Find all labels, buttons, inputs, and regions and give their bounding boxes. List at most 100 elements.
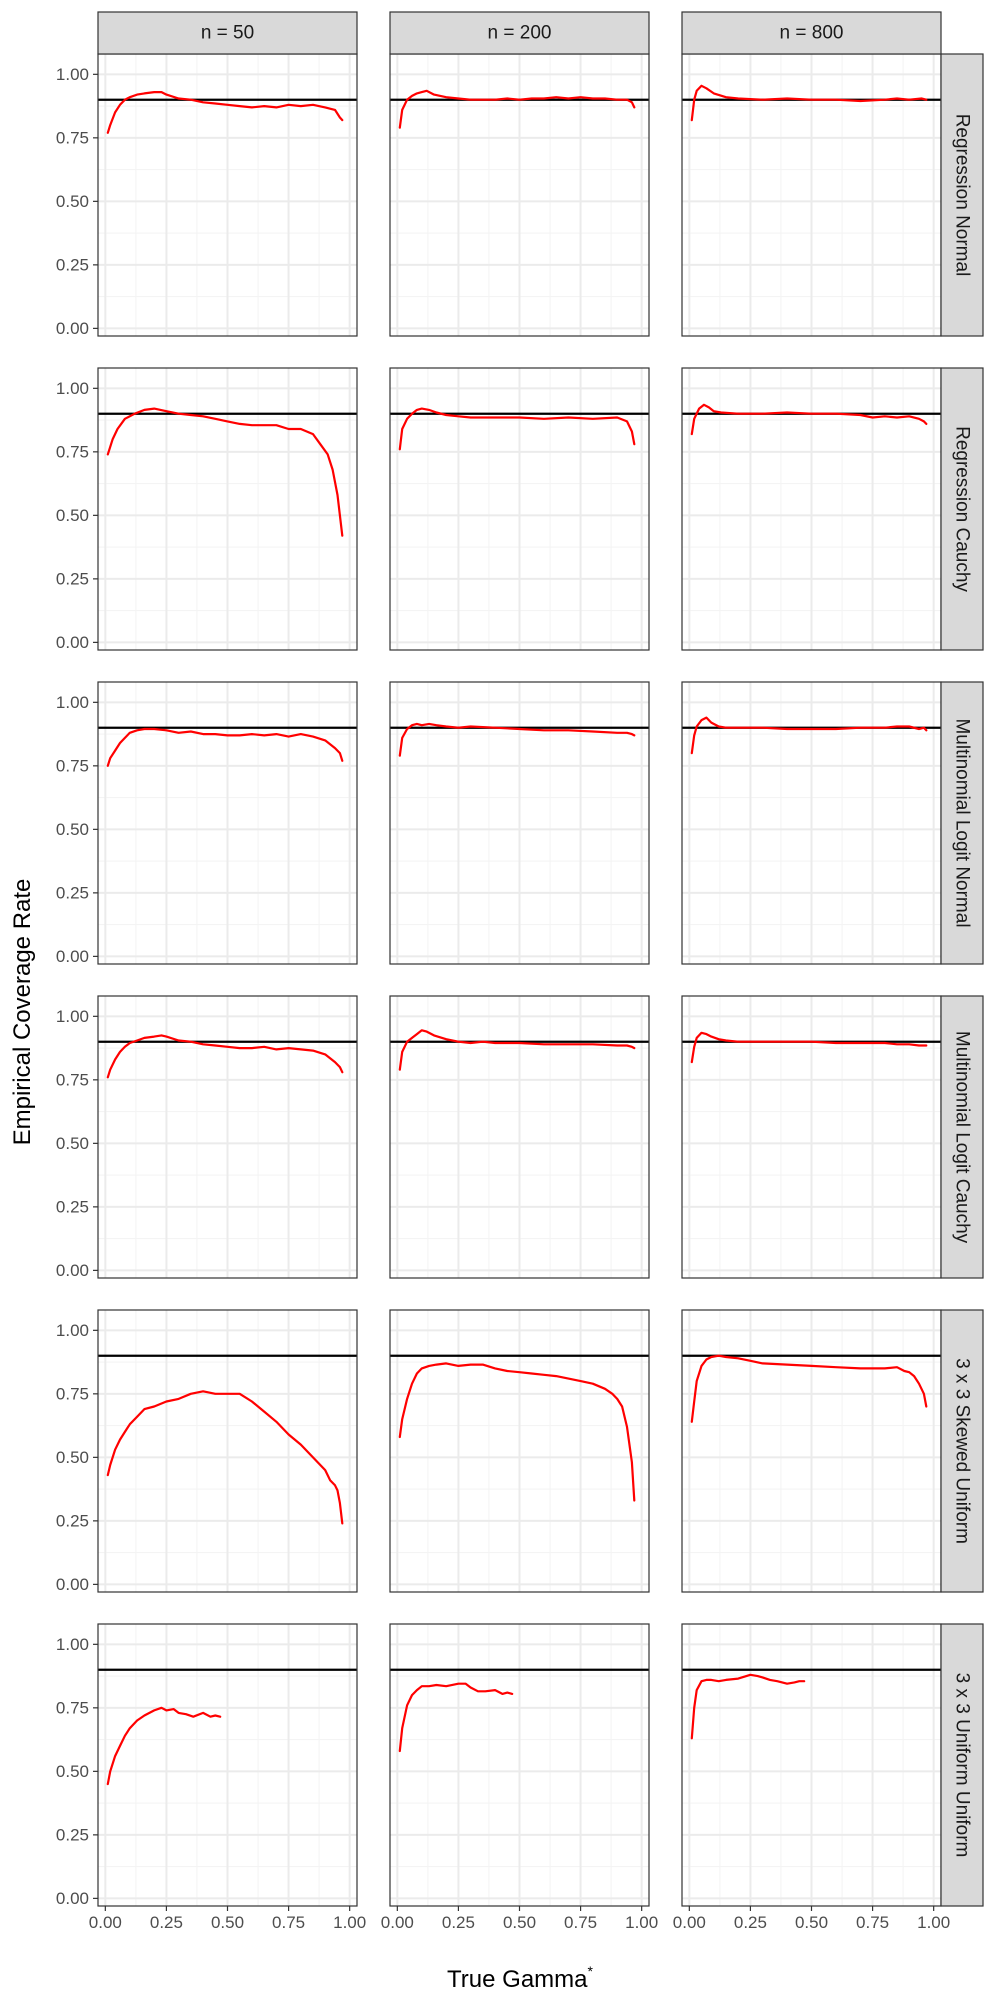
column-strip-label: n = 50: [201, 23, 254, 44]
strips-layer: Regression Normal Regression Cauchy Multin…: [97, 11, 984, 1907]
panel: [681, 1623, 942, 1907]
x-axis-title-group: True Gamma*: [447, 1963, 593, 1993]
row-strip: 3 x 3 Uniform Uniform: [940, 1623, 984, 1907]
y-tick-label: 0.50: [56, 820, 89, 839]
y-tick-label: 0.00: [56, 1575, 89, 1594]
panel: [681, 367, 942, 651]
y-tick-label: 0.50: [56, 192, 89, 211]
panel-border: [389, 1309, 650, 1593]
row-strip-background: [940, 367, 984, 651]
y-tick-label: 0.75: [56, 1698, 89, 1717]
column-strip-background: [97, 11, 358, 55]
panel: [681, 681, 942, 965]
x-tick-label: 0.50: [795, 1913, 828, 1932]
column-strip: n = 50: [97, 11, 358, 55]
row-strip-background: [940, 53, 984, 337]
y-tick-label: 0.50: [56, 1134, 89, 1153]
column-strip: n = 200: [389, 11, 650, 55]
y-tick-label: 0.25: [56, 1511, 89, 1530]
y-tick-label: 0.75: [56, 442, 89, 461]
panel-border: [389, 995, 650, 1279]
row-strip: 3 x 3 Skewed Uniform: [940, 1309, 984, 1593]
x-tick-label: 0.75: [272, 1913, 305, 1932]
column-strip-background: [389, 11, 650, 55]
y-tick-label: 1.00: [56, 65, 89, 84]
y-tick-label: 1.00: [56, 1321, 89, 1340]
panels-layer: [97, 53, 942, 1907]
y-tick-label: 0.25: [56, 569, 89, 588]
y-tick-label: 0.00: [56, 1889, 89, 1908]
coverage-series-line: [106, 90, 344, 134]
column-strip-label: n = 800: [780, 23, 844, 44]
x-tick-label: 1.00: [917, 1913, 950, 1932]
panel-border: [389, 681, 650, 965]
coverage-series-line: [106, 407, 344, 537]
coverage-series-line: [398, 1362, 636, 1502]
panel: [97, 367, 358, 651]
panel: [389, 1309, 650, 1593]
y-tick-label: 1.00: [56, 1007, 89, 1026]
y-tick-label: 1.00: [56, 693, 89, 712]
panel-border: [97, 1309, 358, 1593]
panel: [389, 367, 650, 651]
panel: [389, 53, 650, 337]
row-strip: Regression Cauchy: [940, 367, 984, 651]
column-strip-background: [681, 11, 942, 55]
ticks-layer: 0.00 0.25 0.50 0.75 1.00 0.00 0.25 0.50 0.75 1.00…: [56, 65, 950, 1932]
panel: [681, 995, 942, 1279]
coverage-series-line: [398, 407, 636, 451]
x-tick-label: 0.00: [673, 1913, 706, 1932]
x-axis-title-superscript: *: [588, 1963, 594, 1979]
y-tick-label: 0.75: [56, 128, 89, 147]
y-tick-label: 1.00: [56, 379, 89, 398]
x-tick-label: 0.25: [734, 1913, 767, 1932]
row-strip: Regression Normal: [940, 53, 984, 337]
x-tick-label: 0.50: [503, 1913, 536, 1932]
panel: [97, 53, 358, 337]
row-strip-label: 3 x 3 Uniform Uniform: [952, 1673, 973, 1858]
panel: [389, 995, 650, 1279]
y-tick-label: 0.25: [56, 255, 89, 274]
y-tick-label: 0.50: [56, 1762, 89, 1781]
panel: [97, 681, 358, 965]
y-tick-label: 0.00: [56, 947, 89, 966]
x-axis-title: True Gamma: [447, 1966, 588, 1993]
y-tick-label: 0.00: [56, 1261, 89, 1280]
row-strip-label: Regression Normal: [952, 114, 973, 277]
row-strip-label: Multinomial Logit Cauchy: [952, 1031, 973, 1244]
panel-border: [389, 367, 650, 651]
panel: [389, 681, 650, 965]
panel: [681, 53, 942, 337]
coverage-series-line: [690, 1354, 928, 1423]
y-tick-label: 0.75: [56, 1384, 89, 1403]
y-tick-label: 0.00: [56, 633, 89, 652]
y-tick-label: 0.25: [56, 1197, 89, 1216]
panel: [97, 1309, 358, 1593]
coverage-series-line: [106, 1390, 344, 1525]
panel: [97, 995, 358, 1279]
row-strip-background: [940, 1623, 984, 1907]
row-strip-label: 3 x 3 Skewed Uniform: [952, 1358, 973, 1544]
x-tick-label: 1.00: [333, 1913, 366, 1932]
panel: [389, 1623, 650, 1907]
y-tick-label: 0.25: [56, 1825, 89, 1844]
x-tick-label: 0.25: [150, 1913, 183, 1932]
coverage-series-line: [690, 1673, 806, 1740]
panel-border: [97, 995, 358, 1279]
row-strip-background: [940, 1309, 984, 1593]
panel-border: [97, 681, 358, 965]
coverage-series-line: [106, 727, 344, 767]
coverage-series-line: [690, 716, 928, 755]
row-strip: Multinomial Logit Normal: [940, 681, 984, 965]
y-tick-label: 0.25: [56, 883, 89, 902]
x-tick-label: 0.75: [856, 1913, 889, 1932]
y-axis-title: Empirical Coverage Rate: [9, 879, 36, 1146]
x-tick-label: 0.50: [211, 1913, 244, 1932]
x-tick-label: 0.25: [442, 1913, 475, 1932]
y-tick-label: 1.00: [56, 1635, 89, 1654]
y-tick-label: 0.00: [56, 319, 89, 338]
x-tick-label: 1.00: [625, 1913, 658, 1932]
coverage-series-line: [690, 403, 928, 436]
x-tick-label: 0.75: [564, 1913, 597, 1932]
